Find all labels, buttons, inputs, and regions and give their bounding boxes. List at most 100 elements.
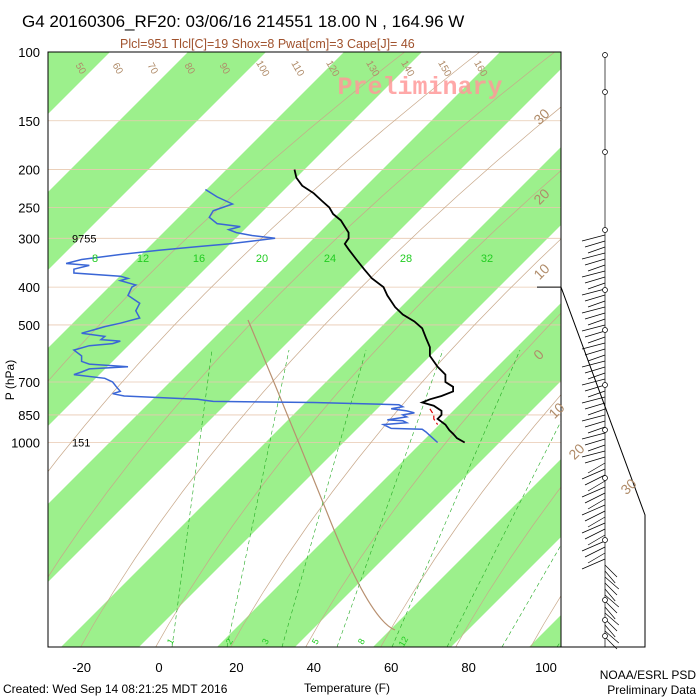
wind-barb (581, 288, 606, 296)
wind-barb (581, 468, 606, 480)
wind-barb (587, 300, 606, 308)
calm-wind-circle (602, 327, 608, 333)
theta-label: 50 (73, 61, 88, 77)
mixing-ratio-line (171, 349, 213, 647)
parcel-profile (429, 408, 439, 425)
wind-barb (584, 456, 606, 464)
isotherm-band (0, 0, 6, 700)
x-tick-label: 80 (461, 660, 475, 675)
isotherm-label: 30 (530, 105, 552, 127)
wind-barb (581, 270, 606, 278)
wind-barb (587, 498, 606, 510)
created-timestamp: Created: Wed Sep 14 08:21:25 MDT 2016 (3, 682, 228, 696)
dry-adiabat (455, 486, 561, 647)
mixing-ratio-bottom-label: 2 (224, 637, 235, 646)
wind-barb (581, 306, 606, 314)
wind-barb (604, 624, 616, 638)
mixing-ratio-line (226, 349, 290, 647)
wind-barb (604, 630, 620, 644)
theta-label: 80 (182, 61, 197, 77)
wind-barb (581, 540, 606, 552)
dry-adiabat (155, 170, 561, 647)
mixing-ratio-bottom-label: 12 (397, 635, 411, 649)
wind-barb (587, 534, 606, 546)
dry-adiabat (675, 0, 700, 657)
wind-barb (584, 330, 606, 338)
wind-barb (581, 558, 606, 570)
isotherm-band (529, 615, 561, 647)
mixing-ratio-bottom-label: 5 (310, 637, 321, 646)
wind-barb (581, 504, 606, 516)
mixing-ratio-label: 24 (324, 253, 336, 265)
wind-barb (604, 564, 618, 578)
y-tick-label: 1000 (11, 436, 40, 451)
mixing-ratio-label: 28 (400, 253, 412, 265)
y-tick-label: 500 (18, 318, 40, 333)
calm-wind-circle (602, 537, 608, 543)
wind-barb (604, 576, 620, 590)
mixing-ratio-line (612, 350, 700, 647)
isotherm-band (48, 52, 266, 270)
wind-barb (584, 312, 606, 320)
temperature-profile (293, 169, 466, 444)
wind-barb (581, 432, 606, 440)
dewpoint-profile (65, 188, 439, 444)
mixing-ratio-bottom-label: 8 (356, 637, 367, 646)
x-tick-label: 0 (155, 660, 162, 675)
wind-barb (584, 348, 606, 356)
y-axis-label: P (hPa) (3, 360, 17, 400)
wind-barb (584, 546, 606, 558)
wind-barb (604, 588, 616, 602)
theta-label: 90 (217, 61, 232, 77)
wind-barb (581, 378, 606, 386)
wind-barb (584, 384, 606, 392)
mixing-ratio-bottom-label: 3 (260, 637, 271, 646)
mixing-ratio-label: 20 (256, 253, 268, 265)
dry-adiabat (600, 0, 700, 657)
wind-barb (584, 294, 606, 302)
y-tick-label: 150 (18, 114, 40, 129)
isotherm-band (373, 459, 561, 647)
wind-barb (604, 600, 618, 614)
plot-frame (47, 51, 562, 648)
isotherm-label: 30 (617, 475, 639, 497)
y-tick-label: 700 (18, 375, 40, 390)
wind-barb (587, 336, 606, 344)
wind-barb (587, 282, 606, 290)
wind-barb (604, 570, 616, 584)
credit-line-1: NOAA/ESRL PSD (599, 668, 696, 682)
isotherm-band (61, 147, 561, 647)
wind-barb (584, 420, 606, 428)
calm-wind-circle (602, 427, 608, 433)
height-label: 151 (72, 438, 90, 450)
wind-barb (604, 612, 620, 626)
wind-barb (581, 396, 606, 404)
isotherm-band (48, 52, 110, 114)
mixing-ratio-line (281, 349, 367, 647)
dry-adiabat (305, 312, 561, 647)
theta-label: 70 (145, 61, 160, 77)
wind-barb (587, 462, 606, 474)
dry-adiabat (230, 238, 561, 647)
wind-barb (581, 450, 606, 458)
wind-barb (587, 480, 606, 492)
isotherm-band (217, 303, 561, 647)
x-tick-label: -20 (72, 660, 91, 675)
y-tick-label: 200 (18, 163, 40, 178)
wind-barb (587, 444, 606, 452)
wind-barb (587, 354, 606, 362)
y-tick-label: 100 (18, 45, 40, 60)
y-tick-label: 400 (18, 280, 40, 295)
wind-panel-frame (560, 286, 646, 648)
isotherm-label: 10 (530, 260, 552, 282)
moist-adiabat (247, 319, 396, 631)
theta-label: 60 (110, 61, 125, 77)
x-tick-label: 20 (229, 660, 243, 675)
wind-barb (587, 318, 606, 326)
calm-wind-circle (602, 149, 608, 155)
calm-wind-circle (602, 633, 608, 639)
mixing-ratio-line (556, 640, 561, 647)
wind-barb (604, 636, 618, 650)
calm-wind-circle (602, 597, 608, 603)
